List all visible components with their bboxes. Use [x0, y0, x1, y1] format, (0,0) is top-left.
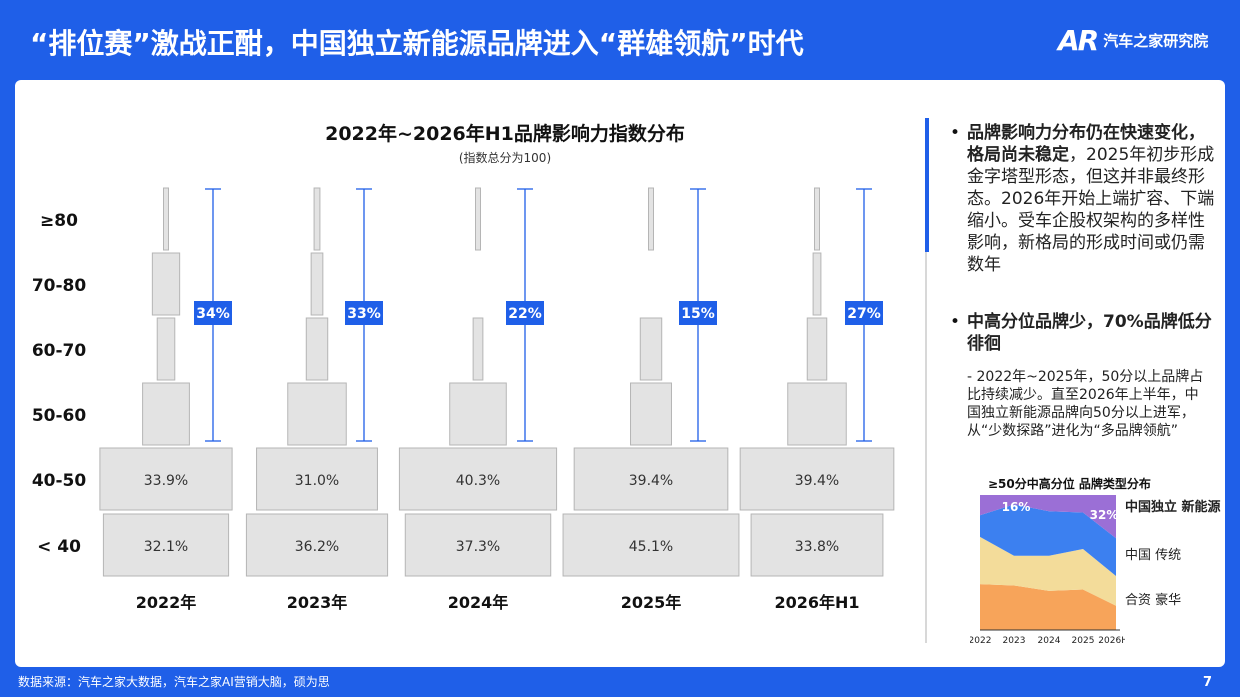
logo-name: 汽车之家研究院 — [1103, 32, 1209, 50]
area-series — [980, 504, 1116, 576]
insight-2-bold: 中高分位品牌少，70%品牌低分徘徊 — [967, 312, 1212, 354]
above-50-percent: 22% — [508, 306, 542, 322]
above-50-percent: 15% — [681, 306, 715, 322]
category-label: 70-80 — [32, 276, 87, 296]
pyramid-bar — [142, 382, 190, 446]
pyramid-bar — [313, 187, 321, 251]
pyramid-bar — [750, 513, 884, 577]
bar-value-label: 36.2% — [295, 539, 339, 555]
pyramid-bar — [573, 447, 729, 511]
pyramid-bar — [562, 513, 740, 577]
category-label: 50-60 — [32, 406, 87, 426]
category-label: 60-70 — [32, 341, 87, 361]
page-number: 7 — [1203, 675, 1213, 690]
logo-mark: AR — [1058, 24, 1099, 57]
page-title: “排位赛”激战正酣，中国独立新能源品牌进入“群雄领航”时代 — [30, 27, 804, 60]
brand-logo: AR 汽车之家研究院 — [1058, 24, 1208, 57]
pyramid-bar — [287, 382, 347, 446]
pyramid-bar — [398, 447, 558, 511]
pyramid-bar — [404, 513, 552, 577]
year-label: 2024年 — [448, 593, 509, 612]
x-tick-label: 2022 — [970, 636, 991, 646]
insight-1-bold: 品牌影响力分布仍在快速变化，格局尚未稳定 — [967, 123, 1205, 165]
pyramid-bar — [648, 187, 654, 251]
pyramid-bar — [639, 317, 663, 381]
legend-jv-luxury: 合资 豪华 — [1125, 593, 1182, 608]
pyramid-bar — [739, 447, 895, 511]
chart-title: 2022年~2026年H1品牌影响力指数分布 — [325, 123, 685, 145]
legend-independent-nev: 中国独立 新能源 — [1125, 500, 1221, 515]
year-label: 2026年H1 — [774, 593, 859, 612]
bar-value-label: 37.3% — [456, 539, 500, 555]
bar-value-label: 39.4% — [629, 473, 673, 489]
mini-chart-title: ≥50分中高分位 品牌类型分布 — [988, 477, 1151, 491]
pyramid-bar — [305, 317, 329, 381]
pyramid-bar — [310, 252, 324, 316]
chart-subtitle: (指数总分为100) — [458, 151, 552, 165]
insight-2-sub: - 2022年~2025年，50分以上品牌占比持续减少。直至2026年上半年，中… — [967, 369, 1204, 439]
category-label: ≥80 — [40, 211, 78, 231]
pyramid-bar — [472, 317, 484, 381]
above-50-percent: 34% — [196, 306, 230, 322]
area-series — [980, 584, 1116, 630]
insight-1-text: ，2025年初步形成金字塔型形态，但这并非最终形态。2026年开始上端扩容、下端… — [967, 145, 1215, 275]
bar-value-label: 39.4% — [795, 473, 839, 489]
pyramid-bar — [475, 187, 481, 251]
pyramid-bar — [449, 382, 507, 446]
pyramid-bar — [256, 447, 378, 511]
x-tick-label: 2025 — [1072, 636, 1095, 646]
bar-value-label: 32.1% — [144, 539, 188, 555]
divider-line — [925, 118, 927, 643]
above-50-badge — [194, 301, 232, 325]
above-50-badge — [679, 301, 717, 325]
above-50-percent: 33% — [347, 306, 381, 322]
area-series — [980, 495, 1116, 539]
bullet-2: • — [950, 312, 961, 332]
area-series — [980, 536, 1116, 606]
pyramid-bar — [99, 447, 233, 511]
pyramid-bar — [806, 317, 828, 381]
above-50-badge — [506, 301, 544, 325]
pyramid-bar — [812, 252, 822, 316]
pyramid-bar — [151, 252, 181, 316]
pyramid-bar — [102, 513, 230, 577]
bar-value-label: 31.0% — [295, 473, 339, 489]
insight-1: 品牌影响力分布仍在快速变化，格局尚未稳定，2025年初步形成金字塔型形态，但这并… — [967, 122, 1217, 276]
x-tick-label: 2024 — [1038, 636, 1061, 646]
year-label: 2025年 — [621, 593, 682, 612]
above-50-percent: 27% — [847, 306, 881, 322]
annotation-label: 32% — [1090, 508, 1119, 522]
year-label: 2022年 — [136, 593, 197, 612]
year-label: 2023年 — [287, 593, 348, 612]
x-tick-label: 2023 — [1003, 636, 1026, 646]
annotation-label: 16% — [1002, 500, 1031, 514]
category-label: < 40 — [37, 537, 81, 557]
pyramid-bar — [787, 382, 847, 446]
pyramid-bar — [630, 382, 672, 446]
data-source: 数据来源：汽车之家大数据，汽车之家AI营销大脑，硕为思 — [18, 675, 330, 689]
pyramid-bar — [245, 513, 389, 577]
category-label: 40-50 — [32, 471, 87, 491]
pyramid-chart: ≥80 70-80 60-70 50-60 40-50 < 40 33.9% 32.1% 202… — [32, 187, 895, 612]
legend-china-traditional: 中国 传统 — [1125, 548, 1182, 563]
bar-value-label: 33.9% — [144, 473, 188, 489]
bullet-1: • — [950, 123, 961, 143]
above-50-badge — [845, 301, 883, 325]
above-50-badge — [345, 301, 383, 325]
divider-accent — [925, 118, 929, 252]
pyramid-bar — [814, 187, 820, 251]
pyramid-bar — [156, 317, 176, 381]
bar-value-label: 45.1% — [629, 539, 673, 555]
bar-value-label: 40.3% — [456, 473, 500, 489]
pyramid-bar — [163, 187, 169, 251]
bar-value-label: 33.8% — [795, 539, 839, 555]
